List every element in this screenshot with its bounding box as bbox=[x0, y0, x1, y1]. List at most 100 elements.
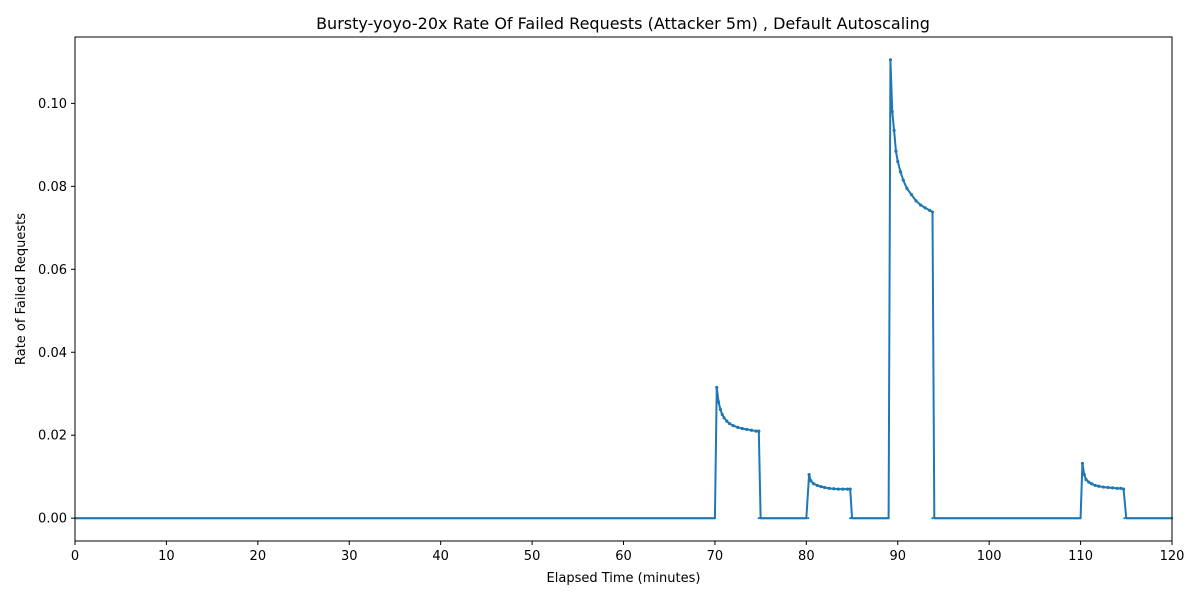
baseline-point bbox=[198, 517, 201, 520]
baseline-point bbox=[456, 517, 459, 520]
x-tick-label: 0 bbox=[71, 549, 79, 564]
baseline-point bbox=[944, 517, 947, 520]
baseline-point bbox=[417, 517, 420, 520]
baseline-point bbox=[245, 517, 248, 520]
baseline-point bbox=[611, 517, 614, 520]
baseline-point bbox=[307, 517, 311, 520]
baseline-point bbox=[860, 517, 863, 520]
baseline-point bbox=[883, 517, 887, 520]
baseline-point bbox=[214, 517, 217, 520]
baseline-point bbox=[97, 517, 100, 520]
baseline-point bbox=[384, 517, 387, 520]
baseline-point bbox=[408, 517, 411, 520]
baseline-point bbox=[1044, 517, 1047, 520]
baseline-point bbox=[205, 517, 208, 520]
baseline-point bbox=[850, 517, 854, 520]
baseline-point bbox=[83, 517, 86, 520]
baseline-point bbox=[207, 517, 210, 520]
x-axis: 0 10 20 30 40 50 60 70 80 90 100 110 120 bbox=[71, 541, 1184, 564]
baseline-point bbox=[604, 517, 607, 520]
baseline-point bbox=[960, 517, 963, 520]
baseline-point bbox=[349, 517, 353, 520]
data-point bbox=[894, 149, 898, 153]
data-point bbox=[1121, 487, 1126, 491]
baseline-point bbox=[154, 517, 157, 520]
baseline-point bbox=[282, 517, 285, 520]
baseline-point bbox=[174, 517, 177, 520]
baseline-point bbox=[1052, 517, 1055, 520]
baseline-point bbox=[320, 517, 323, 520]
baseline-point bbox=[598, 517, 601, 520]
baseline-point bbox=[295, 517, 298, 520]
baseline-point bbox=[931, 517, 934, 520]
baseline-point bbox=[189, 517, 192, 520]
baseline-point bbox=[1125, 517, 1128, 520]
data-point bbox=[928, 208, 932, 212]
baseline-point bbox=[229, 517, 232, 520]
baseline-point bbox=[267, 517, 270, 520]
baseline-point bbox=[108, 517, 111, 520]
baseline-point bbox=[201, 517, 205, 520]
baseline-point bbox=[558, 517, 561, 520]
baseline-point bbox=[602, 517, 605, 520]
baseline-point bbox=[1006, 517, 1009, 520]
baseline-point bbox=[487, 517, 490, 520]
baseline-point bbox=[403, 517, 406, 520]
baseline-point bbox=[337, 517, 340, 520]
baseline-point bbox=[218, 517, 221, 520]
baseline-point bbox=[629, 517, 632, 520]
baseline-point bbox=[465, 517, 468, 520]
baseline-point bbox=[1161, 517, 1164, 520]
x-tick-label: 40 bbox=[432, 549, 449, 564]
baseline-point bbox=[344, 517, 347, 520]
x-tick-label: 30 bbox=[341, 549, 358, 564]
baseline-point bbox=[313, 517, 316, 520]
baseline-point bbox=[799, 517, 802, 520]
baseline-point bbox=[211, 517, 214, 520]
data-point bbox=[930, 210, 935, 214]
baseline-point bbox=[682, 517, 685, 520]
baseline-point bbox=[1011, 517, 1015, 520]
baseline-point bbox=[1063, 517, 1066, 520]
baseline-point bbox=[190, 517, 194, 520]
baseline-point bbox=[357, 517, 360, 520]
baseline-point bbox=[1004, 517, 1007, 520]
baseline-point bbox=[1159, 517, 1163, 520]
data-point bbox=[1087, 480, 1091, 484]
baseline-point bbox=[150, 517, 153, 520]
baseline-point bbox=[247, 517, 250, 520]
baseline-point bbox=[530, 517, 534, 520]
baseline-point bbox=[1068, 517, 1071, 520]
baseline-point bbox=[520, 517, 523, 520]
baseline-point bbox=[966, 517, 969, 520]
baseline-point bbox=[81, 517, 84, 520]
baseline-point bbox=[1169, 517, 1172, 520]
baseline-point bbox=[507, 517, 510, 520]
data-point bbox=[905, 186, 909, 191]
baseline-point bbox=[167, 517, 170, 520]
baseline-point bbox=[1137, 517, 1141, 520]
baseline-point bbox=[989, 517, 993, 520]
baseline-point bbox=[1066, 517, 1069, 520]
data-point bbox=[720, 412, 724, 417]
baseline-point bbox=[856, 517, 859, 520]
baseline-point bbox=[540, 517, 543, 520]
data-point bbox=[832, 487, 836, 491]
baseline-point bbox=[596, 517, 600, 520]
baseline-point bbox=[618, 517, 621, 520]
baseline-point bbox=[991, 517, 994, 520]
baseline-point bbox=[759, 517, 762, 520]
baseline-point bbox=[275, 517, 278, 520]
baseline-point bbox=[121, 517, 124, 520]
baseline-point bbox=[541, 517, 545, 520]
baseline-point bbox=[766, 517, 770, 520]
baseline-point bbox=[335, 517, 338, 520]
baseline-point bbox=[300, 517, 303, 520]
baseline-point bbox=[220, 517, 223, 520]
baseline-point bbox=[993, 517, 996, 520]
baseline-point bbox=[644, 517, 647, 520]
x-axis-label: Elapsed Time (minutes) bbox=[547, 571, 701, 586]
baseline-point bbox=[446, 517, 450, 520]
baseline-point bbox=[967, 517, 971, 520]
chart-title: Bursty-yoyo-20x Rate Of Failed Requests … bbox=[316, 14, 930, 33]
